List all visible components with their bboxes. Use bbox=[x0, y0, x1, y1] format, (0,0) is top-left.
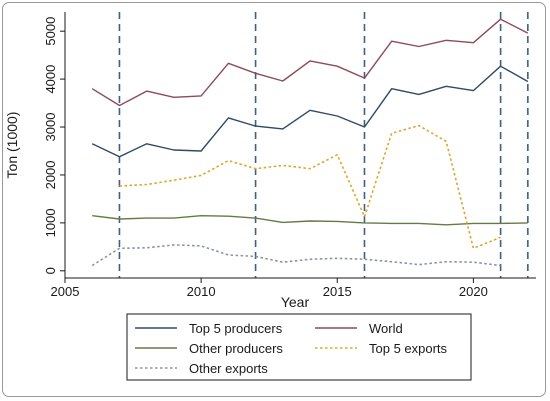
x-tick-label: 2005 bbox=[51, 284, 80, 299]
legend-label-other-producers: Other producers bbox=[189, 341, 283, 356]
vertical-reference-lines bbox=[118, 12, 529, 278]
series-line-top-5-producers bbox=[91, 65, 529, 158]
y-axis-title: Ton (1000) bbox=[4, 112, 20, 179]
legend-label-world: World bbox=[369, 321, 403, 336]
y-tick-label: 1000 bbox=[43, 208, 58, 237]
legend-box bbox=[126, 313, 472, 381]
y-tick-label: 5000 bbox=[43, 17, 58, 46]
x-tick-label: 2010 bbox=[187, 284, 216, 299]
legend-label-top-5-producers: Top 5 producers bbox=[189, 321, 283, 336]
legend-label-other-exports: Other exports bbox=[189, 361, 268, 376]
legend-label-top-5-exports: Top 5 exports bbox=[369, 341, 448, 356]
y-tick-label: 3000 bbox=[43, 113, 58, 142]
y-tick-label: 0 bbox=[43, 267, 58, 274]
axes bbox=[64, 12, 536, 279]
y-tick-label: 2000 bbox=[43, 160, 58, 189]
series-lines bbox=[91, 18, 529, 267]
x-tick-label: 2015 bbox=[323, 284, 352, 299]
x-tick-label: 2020 bbox=[459, 284, 488, 299]
series-line-top-5-exports bbox=[119, 124, 501, 250]
legend: Top 5 producers World Other producers Top 5… bbox=[135, 321, 448, 376]
y-tick-label: 4000 bbox=[43, 65, 58, 94]
series-line-other-producers bbox=[92, 214, 528, 226]
y-ticks: 0 1000 2000 3000 4000 5000 bbox=[43, 17, 65, 274]
series-line-other-exports bbox=[91, 244, 501, 267]
x-axis-title: Year bbox=[281, 294, 310, 310]
x-ticks: 2005 2010 2015 2020 bbox=[51, 278, 488, 299]
series-line-world bbox=[91, 18, 529, 107]
